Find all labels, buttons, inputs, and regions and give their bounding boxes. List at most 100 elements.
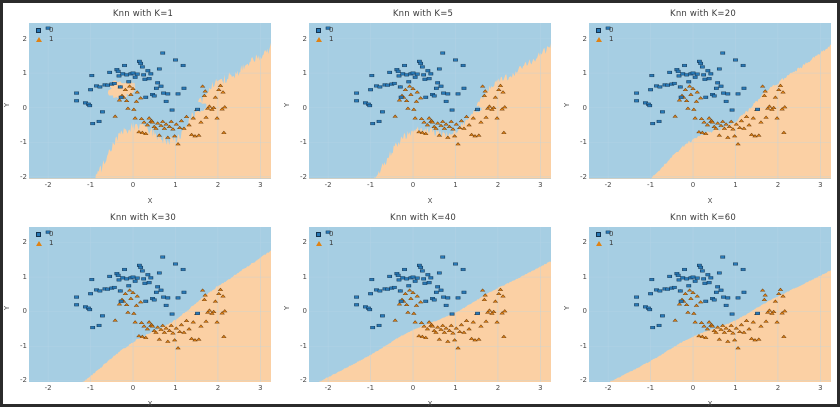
data-point-class0 bbox=[724, 304, 728, 307]
data-point-class0 bbox=[159, 85, 163, 88]
data-point-class0 bbox=[665, 287, 669, 290]
data-point-class0 bbox=[736, 93, 740, 96]
data-point-class0 bbox=[385, 287, 389, 290]
data-point-class0 bbox=[420, 66, 424, 69]
y-tick-label: -2 bbox=[300, 376, 307, 384]
data-point-class0 bbox=[420, 269, 424, 272]
data-point-class0 bbox=[436, 285, 440, 288]
data-point-class0 bbox=[672, 286, 676, 289]
data-point-class0 bbox=[181, 64, 185, 67]
y-tick-label: -2 bbox=[20, 173, 27, 181]
x-tick-label: 0 bbox=[131, 181, 135, 189]
y-axis-label: Y bbox=[283, 306, 291, 310]
data-point-class0 bbox=[446, 296, 450, 299]
x-tick-label: 1 bbox=[173, 181, 177, 189]
data-point-class0 bbox=[399, 96, 403, 99]
y-axis-label: Y bbox=[3, 103, 11, 107]
data-point-class0 bbox=[726, 296, 730, 299]
data-point-class0 bbox=[147, 77, 151, 80]
data-point-class0 bbox=[119, 96, 123, 99]
y-tick-label: 1 bbox=[23, 273, 27, 281]
y-axis-label: Y bbox=[283, 103, 291, 107]
data-point-class0 bbox=[676, 274, 680, 277]
data-point-class0 bbox=[462, 290, 466, 293]
data-point-class0 bbox=[693, 76, 697, 79]
data-point-class0 bbox=[700, 66, 704, 69]
x-tick-label: 1 bbox=[453, 384, 457, 392]
data-point-class0 bbox=[74, 295, 78, 298]
data-point-class0 bbox=[668, 71, 672, 74]
data-point-class0 bbox=[152, 298, 156, 301]
y-tick-label: 0 bbox=[583, 104, 587, 112]
data-point-class0 bbox=[326, 27, 330, 30]
data-point-class0 bbox=[679, 299, 683, 302]
decision-boundary-svg bbox=[589, 23, 831, 179]
data-point-class0 bbox=[127, 80, 131, 83]
x-tick-label: 3 bbox=[258, 181, 262, 189]
data-point-class0 bbox=[143, 281, 147, 284]
data-point-class0 bbox=[650, 278, 654, 281]
plot-area bbox=[29, 23, 271, 179]
data-point-class0 bbox=[74, 303, 78, 306]
data-point-class0 bbox=[88, 104, 92, 107]
y-axis-label: Y bbox=[563, 103, 571, 107]
data-point-class0 bbox=[693, 279, 697, 282]
decision-boundary-svg bbox=[309, 23, 551, 179]
y-tick-label: 2 bbox=[23, 35, 27, 43]
data-point-class0 bbox=[411, 72, 415, 75]
data-point-class0 bbox=[709, 276, 713, 279]
x-tick-label: 2 bbox=[776, 181, 780, 189]
data-point-class0 bbox=[704, 299, 708, 302]
data-point-class0 bbox=[678, 86, 682, 89]
plot-area bbox=[309, 23, 551, 179]
data-point-class0 bbox=[687, 80, 691, 83]
data-point-class0 bbox=[392, 82, 396, 85]
data-point-class0 bbox=[140, 66, 144, 69]
data-point-class0 bbox=[650, 74, 654, 77]
x-tick-label: -2 bbox=[605, 181, 612, 189]
data-point-class0 bbox=[370, 278, 374, 281]
data-point-class0 bbox=[456, 296, 460, 299]
x-tick-label: -2 bbox=[325, 384, 332, 392]
decision-boundary-svg bbox=[29, 23, 271, 179]
data-point-class0 bbox=[721, 52, 725, 55]
data-point-class0 bbox=[377, 324, 381, 327]
data-point-class0 bbox=[133, 279, 137, 282]
y-axis-label: Y bbox=[3, 306, 11, 310]
x-tick-label: 2 bbox=[496, 181, 500, 189]
y-tick-label: 1 bbox=[583, 273, 587, 281]
data-point-class0 bbox=[634, 303, 638, 306]
data-point-class0 bbox=[436, 81, 440, 84]
data-point-class0 bbox=[411, 275, 415, 278]
data-point-class0 bbox=[444, 304, 448, 307]
y-tick-label: -2 bbox=[20, 376, 27, 384]
data-point-class0 bbox=[118, 289, 122, 292]
data-point-class0 bbox=[378, 289, 382, 292]
data-point-class0 bbox=[441, 295, 445, 298]
data-point-class0 bbox=[691, 72, 695, 75]
y-tick-label: 0 bbox=[583, 307, 587, 315]
data-point-class0 bbox=[156, 285, 160, 288]
data-point-class0 bbox=[719, 288, 723, 291]
data-point-class0 bbox=[706, 69, 710, 72]
data-point-class0 bbox=[721, 92, 725, 95]
data-point-class0 bbox=[157, 68, 161, 71]
data-point-class0 bbox=[742, 290, 746, 293]
data-point-class0 bbox=[434, 87, 438, 90]
data-point-class0 bbox=[118, 86, 122, 89]
x-tick-label: 0 bbox=[691, 384, 695, 392]
data-point-class0 bbox=[398, 86, 402, 89]
data-point-class0 bbox=[704, 96, 708, 99]
data-point-class0 bbox=[388, 275, 392, 278]
data-point-class0 bbox=[125, 277, 129, 280]
data-point-class0 bbox=[413, 76, 417, 79]
subplot-title: Knn with K=60 bbox=[563, 213, 840, 223]
data-point-class0 bbox=[105, 287, 109, 290]
x-tick-label: -2 bbox=[45, 384, 52, 392]
y-tick-label: 1 bbox=[303, 273, 307, 281]
data-point-class0 bbox=[706, 273, 710, 276]
